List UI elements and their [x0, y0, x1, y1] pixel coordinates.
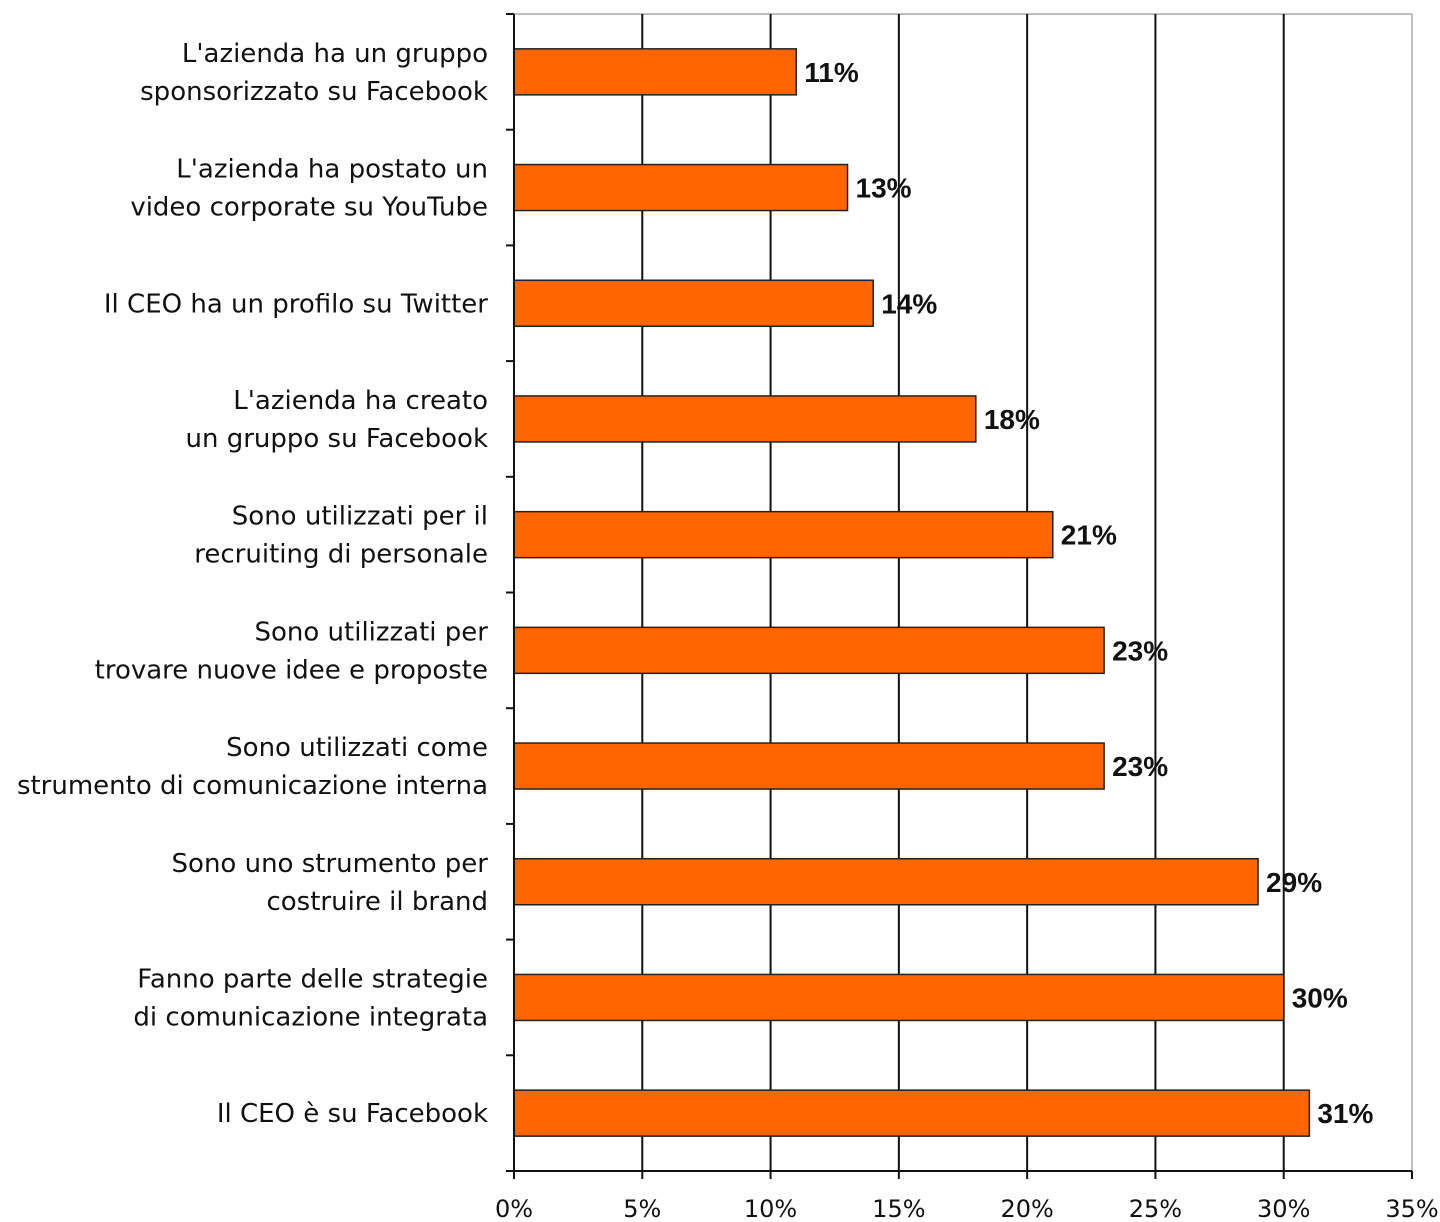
category-label-line: di comunicazione integrata	[133, 1002, 488, 1032]
x-tick-label: 10%	[744, 1195, 797, 1222]
x-tick-label: 30%	[1257, 1195, 1310, 1222]
category-label-line: sponsorizzato su Facebook	[140, 77, 488, 107]
x-tick-label: 15%	[872, 1195, 925, 1222]
data-label: 23%	[1112, 751, 1168, 782]
category-label-line: L'azienda ha creato	[233, 386, 488, 416]
category-label: Il CEO ha un profilo su Twitter	[104, 289, 488, 319]
data-label: 23%	[1112, 635, 1168, 666]
category-label-line: trovare nuove idee e proposte	[95, 655, 488, 685]
category-label: Il CEO è su Facebook	[217, 1099, 488, 1129]
category-label: L'azienda ha postato un video corporate s…	[130, 155, 488, 223]
category-label-line: un gruppo su Facebook	[185, 424, 488, 454]
category-label-line: Sono utilizzati per il	[232, 502, 488, 532]
category-label-line: Sono utilizzati come	[226, 733, 488, 763]
bar	[513, 973, 1285, 1022]
data-label: 29%	[1266, 867, 1322, 898]
category-label-line: Sono uno strumento per	[172, 849, 489, 879]
category-label: L'azienda ha un gruppo sponsorizzato su F…	[140, 39, 488, 107]
data-label: 30%	[1292, 982, 1348, 1013]
category-label-line: video corporate su YouTube	[130, 193, 488, 223]
category-label-line: L'azienda ha un gruppo	[182, 39, 488, 69]
category-label: Sono utilizzati come strumento di comunic…	[17, 733, 488, 801]
category-label: L'azienda ha creato un gruppo su Facebook	[185, 386, 488, 454]
bar	[513, 279, 874, 327]
bar	[513, 510, 1054, 559]
category-label-line: strumento di comunicazione interna	[17, 771, 488, 801]
category-label-line: Sono utilizzati per	[254, 617, 488, 647]
category-label: Fanno parte delle strategie di comunicazi…	[133, 964, 488, 1032]
data-label: 13%	[856, 173, 912, 204]
x-tick-label: 25%	[1129, 1195, 1182, 1222]
category-label-line: costruire il brand	[266, 887, 488, 917]
bar	[513, 858, 1259, 906]
axes	[506, 13, 1413, 1179]
category-label-line: recruiting di personale	[194, 540, 488, 570]
x-tick-label: 35%	[1385, 1195, 1438, 1222]
bar	[513, 742, 1105, 790]
category-label-line: Il CEO è su Facebook	[217, 1099, 488, 1129]
data-label: 14%	[881, 288, 937, 319]
category-label: Sono uno strumento per costruire il brand	[172, 849, 489, 917]
bar	[513, 626, 1105, 675]
bar	[513, 395, 977, 443]
category-label-line: L'azienda ha postato un	[176, 155, 488, 185]
data-label: 21%	[1061, 520, 1117, 551]
data-label: 31%	[1317, 1098, 1373, 1129]
category-label: Sono utilizzati per il recruiting di pers…	[194, 502, 488, 570]
x-tick-label: 5%	[623, 1195, 661, 1222]
bars	[513, 48, 1311, 1137]
x-tick-label: 0%	[495, 1195, 533, 1222]
x-tick-label: 20%	[1000, 1195, 1053, 1222]
category-label-line: Fanno parte delle strategie	[137, 964, 488, 994]
data-label: 11%	[804, 57, 859, 88]
category-label: Sono utilizzati per trovare nuove idee e …	[95, 617, 489, 685]
labels: 0% 5% 10% 15% 20% 25% 30% 35% 11% L'azienda ha un…	[17, 39, 1439, 1222]
bar	[513, 1089, 1311, 1137]
bar	[513, 48, 797, 96]
category-label-line: Il CEO ha un profilo su Twitter	[104, 289, 488, 319]
bar	[513, 163, 849, 212]
data-label: 18%	[984, 404, 1040, 435]
